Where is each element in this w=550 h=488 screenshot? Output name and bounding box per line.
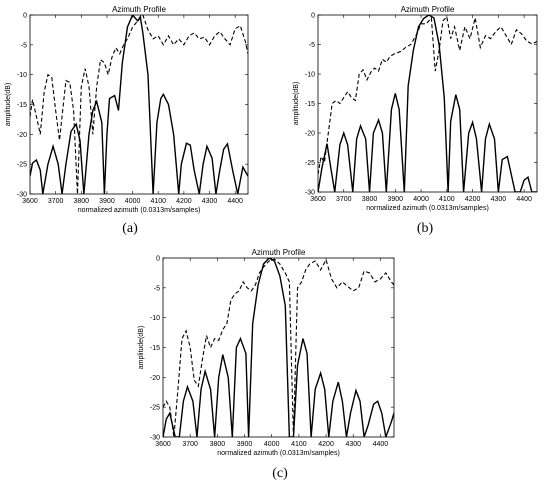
y-tick-label: -25 xyxy=(305,160,315,167)
y-tick-label: -15 xyxy=(305,101,315,108)
x-tick-label: 4000 xyxy=(413,196,429,203)
y-tick-label: -20 xyxy=(150,375,160,382)
y-tick-label: -10 xyxy=(17,72,27,79)
x-tick-label: 3600 xyxy=(310,196,326,203)
x-axis-label: normalized azimuth (0.0313m/samples) xyxy=(78,207,201,214)
x-tick-label: 3800 xyxy=(210,441,226,448)
x-tick-label: 3600 xyxy=(22,198,38,205)
series-line-solid xyxy=(30,15,248,194)
series-line-solid xyxy=(318,15,537,192)
x-tick-label: 4300 xyxy=(345,441,361,448)
x-axis-label: normalized azimuth (0.0313m/samples) xyxy=(366,205,489,212)
chart-panel-1: 3600 3700 3800 3900 4000 4100 4200 4300 4400 0 -5 -… xyxy=(5,5,249,236)
y-tick-label: -20 xyxy=(305,131,315,138)
plot-area xyxy=(317,14,538,193)
y-tick-label: -30 xyxy=(305,190,315,197)
y-tick-label: -5 xyxy=(21,42,27,49)
y-tick-label: -25 xyxy=(17,162,27,169)
chart-title: Azimuth Profile xyxy=(252,248,306,257)
x-tick-label: 4000 xyxy=(125,198,141,205)
chart-title: Azimuth Profile xyxy=(401,5,455,14)
x-tick-label: 4000 xyxy=(264,441,280,448)
x-tick-label: 3700 xyxy=(182,441,198,448)
plot-area xyxy=(29,14,249,195)
x-tick-label: 3700 xyxy=(336,196,352,203)
x-tick-label: 3900 xyxy=(237,441,253,448)
x-tick-label: 4200 xyxy=(465,196,481,203)
chart-title: Azimuth Profile xyxy=(112,5,166,14)
x-tick-label: 4200 xyxy=(318,441,334,448)
series-line-dashed xyxy=(163,258,394,437)
chart-panel-2: 3600 3700 3800 3900 4000 4100 4200 4300 4400 0 -5 -… xyxy=(293,5,538,236)
x-tick-label: 4400 xyxy=(373,441,389,448)
y-axis-label: amplitude(dB) xyxy=(138,326,145,370)
y-tick-label: -5 xyxy=(154,285,160,292)
x-tick-label: 3600 xyxy=(155,441,171,448)
y-tick-label: -10 xyxy=(305,72,315,79)
x-tick-label: 4100 xyxy=(439,196,455,203)
panel-label: (a) xyxy=(122,221,138,236)
y-tick-label: -5 xyxy=(309,42,315,49)
y-tick-label: -20 xyxy=(17,132,27,139)
x-tick-label: 3900 xyxy=(99,198,115,205)
x-axis-label: normalized azimuth (0.0313m/samples) xyxy=(217,450,340,457)
y-tick-label: 0 xyxy=(23,13,27,20)
y-tick-label: -30 xyxy=(150,435,160,442)
x-tick-label: 3900 xyxy=(388,196,404,203)
x-tick-label: 4100 xyxy=(291,441,307,448)
x-tick-label: 4100 xyxy=(150,198,166,205)
y-axis-label: amplitude(dB) xyxy=(293,82,300,126)
y-tick-label: -10 xyxy=(150,315,160,322)
y-tick-label: -15 xyxy=(150,345,160,352)
y-tick-label: -25 xyxy=(150,405,160,412)
y-tick-label: 0 xyxy=(156,256,160,263)
x-tick-label: 3800 xyxy=(74,198,90,205)
y-axis-label: amplitude(dB) xyxy=(5,83,12,127)
panel-label: (c) xyxy=(272,466,288,481)
y-tick-label: -30 xyxy=(17,192,27,199)
x-tick-label: 4300 xyxy=(202,198,218,205)
series-line-dashed xyxy=(318,15,537,175)
y-tick-label: 0 xyxy=(311,13,315,20)
x-tick-label: 4400 xyxy=(227,198,243,205)
series-line-solid xyxy=(163,258,394,437)
chart-panel-3: 3600 3700 3800 3900 4000 4100 4200 4300 4400 0 -5 -… xyxy=(138,248,395,481)
x-tick-label: 4200 xyxy=(176,198,192,205)
y-tick-label: -15 xyxy=(17,102,27,109)
series-line-dashed xyxy=(30,15,248,194)
panel-label: (b) xyxy=(417,221,434,236)
x-tick-label: 3700 xyxy=(48,198,64,205)
x-tick-label: 3800 xyxy=(362,196,378,203)
x-tick-label: 4300 xyxy=(491,196,507,203)
x-tick-label: 4400 xyxy=(516,196,532,203)
